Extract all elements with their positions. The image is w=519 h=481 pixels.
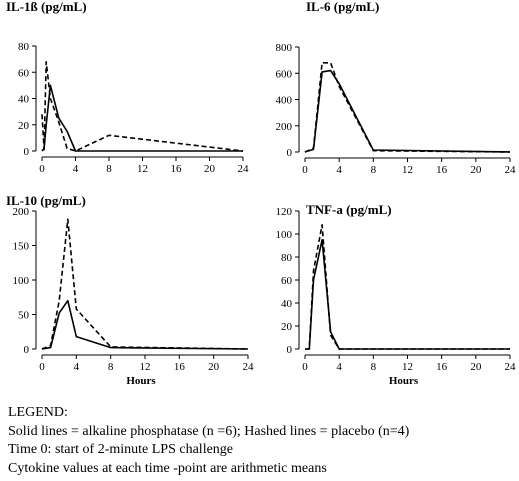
panel-title-il10: IL-10 (pg/mL) bbox=[6, 193, 86, 208]
x-tick-label-il6: 0 bbox=[302, 164, 308, 176]
series-dashed-tnfa bbox=[305, 224, 510, 350]
y-tick-label-il1b: 80 bbox=[18, 41, 30, 53]
panel-title-il6: IL-6 (pg/mL) bbox=[306, 0, 379, 14]
x-tick-label-il6: 16 bbox=[436, 164, 448, 176]
x-tick-label-il10: 20 bbox=[208, 361, 220, 373]
y-tick-label-tnfa: 0 bbox=[287, 344, 293, 356]
y-tick-label-il6: 0 bbox=[287, 147, 293, 159]
y-tick-label-tnfa: 20 bbox=[281, 321, 293, 333]
x-tick-label-tnfa: 20 bbox=[470, 361, 482, 373]
panel-title-il1b: IL-1ß (pg/mL) bbox=[6, 0, 87, 14]
x-tick-label-il6: 24 bbox=[505, 164, 517, 176]
x-tick-label-tnfa: 8 bbox=[371, 361, 377, 373]
series-solid-il6 bbox=[304, 69, 511, 153]
x-tick-label-il1b: 4 bbox=[73, 163, 79, 175]
x-tick-label-il6: 8 bbox=[371, 164, 377, 176]
x-tick-label-tnfa: 16 bbox=[436, 361, 448, 373]
x-tick-label-tnfa: 4 bbox=[336, 361, 342, 373]
y-tick-label-tnfa: 120 bbox=[276, 206, 293, 218]
x-tick-label-il1b: 0 bbox=[39, 163, 45, 175]
series-dashed-il1b bbox=[41, 60, 244, 152]
legend-line-means: Cytokine values at each time -point are … bbox=[8, 460, 327, 476]
y-tick-label-tnfa: 100 bbox=[276, 229, 293, 241]
x-tick-label-tnfa: 0 bbox=[302, 361, 308, 373]
x-tick-label-il1b: 16 bbox=[171, 163, 183, 175]
x-tick-label-il10: 4 bbox=[74, 361, 80, 373]
series-dashed-il6 bbox=[304, 61, 511, 153]
legend-block: LEGEND: Solid lines = alkaline phosphata… bbox=[8, 404, 513, 478]
x-tick-label-il1b: 8 bbox=[106, 163, 112, 175]
legend-line-groups: Solid lines = alkaline phosphatase (n =6… bbox=[8, 423, 410, 439]
x-tick-label-il6: 4 bbox=[336, 164, 342, 176]
y-tick-label-il10: 200 bbox=[13, 206, 30, 218]
x-tick-label-tnfa: 24 bbox=[505, 361, 517, 373]
chart-panel-il10: IL-10 (pg/mL) 0 4 8 12 16 20 24 0 50 100 150 200 Hour… bbox=[6, 193, 254, 387]
y-tick-label-tnfa: 80 bbox=[281, 252, 293, 264]
y-tick-label-tnfa: 40 bbox=[281, 298, 293, 310]
y-tick-label-il1b: 40 bbox=[18, 94, 30, 106]
legend-line-time-zero: Time 0: start of 2-minute LPS challenge bbox=[8, 442, 234, 457]
x-tick-label-il10: 0 bbox=[39, 361, 45, 373]
y-tick-label-il1b: 60 bbox=[18, 67, 30, 79]
y-tick-label-il10: 100 bbox=[13, 275, 30, 287]
y-tick-label-il10: 150 bbox=[13, 241, 30, 253]
y-tick-label-il6: 200 bbox=[276, 121, 293, 133]
x-tick-label-il1b: 24 bbox=[238, 163, 250, 175]
chart-panel-tnfa: TNF-a (pg/mL) 0 4 8 12 16 20 24 0 20 40 60 80 100 120 H… bbox=[276, 202, 517, 387]
x-tick-label-il10: 8 bbox=[108, 361, 114, 373]
y-tick-label-il10: 50 bbox=[18, 310, 30, 322]
x-tick-label-il6: 12 bbox=[402, 164, 413, 176]
legend-heading: LEGEND: bbox=[8, 405, 68, 420]
x-axis-title-il10: Hours bbox=[126, 375, 156, 387]
series-solid-tnfa bbox=[305, 239, 510, 350]
x-tick-label-il6: 20 bbox=[470, 164, 482, 176]
x-tick-label-il1b: 20 bbox=[204, 163, 216, 175]
y-tick-label-il6: 600 bbox=[276, 68, 293, 80]
series-solid-il1b bbox=[41, 84, 243, 152]
x-axis-title-tnfa: Hours bbox=[389, 375, 419, 387]
series-solid-il10 bbox=[41, 299, 249, 350]
x-tick-label-il10: 12 bbox=[140, 361, 151, 373]
y-tick-label-il6: 400 bbox=[276, 95, 293, 107]
x-tick-label-il10: 24 bbox=[243, 361, 255, 373]
x-tick-label-il1b: 12 bbox=[137, 163, 148, 175]
y-tick-label-il6: 800 bbox=[276, 42, 293, 54]
y-tick-label-tnfa: 60 bbox=[281, 275, 293, 287]
y-tick-label-il1b: 0 bbox=[24, 146, 30, 158]
panel-title-tnfa: TNF-a (pg/mL) bbox=[306, 202, 392, 217]
y-tick-label-il1b: 20 bbox=[18, 120, 30, 132]
chart-panel-il6: IL-6 (pg/mL) 0 4 8 12 16 20 24 0 200 400 600 800 bbox=[276, 0, 517, 176]
y-tick-label-il10: 0 bbox=[24, 344, 30, 356]
chart-panel-il1b: IL-1ß (pg/mL) 0 4 8 12 16 20 24 0 20 40 60 80 bbox=[6, 0, 249, 175]
x-tick-label-il10: 16 bbox=[174, 361, 186, 373]
series-dashed-il10 bbox=[41, 218, 249, 350]
x-tick-label-tnfa: 12 bbox=[402, 361, 413, 373]
